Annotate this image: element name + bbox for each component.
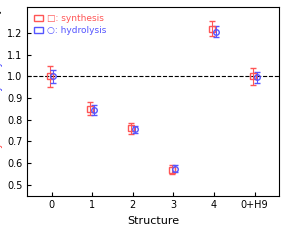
Text: synthesis: synthesis: [0, 106, 2, 152]
Text: activity: activity: [0, 8, 2, 47]
Text: /: /: [0, 96, 2, 106]
X-axis label: Structure: Structure: [127, 216, 179, 226]
Legend: □: synthesis, ○: hydrolysis: □: synthesis, ○: hydrolysis: [32, 11, 109, 38]
Text: Relative: Relative: [0, 152, 2, 195]
Text: hydrolysis: hydrolysis: [0, 47, 2, 96]
